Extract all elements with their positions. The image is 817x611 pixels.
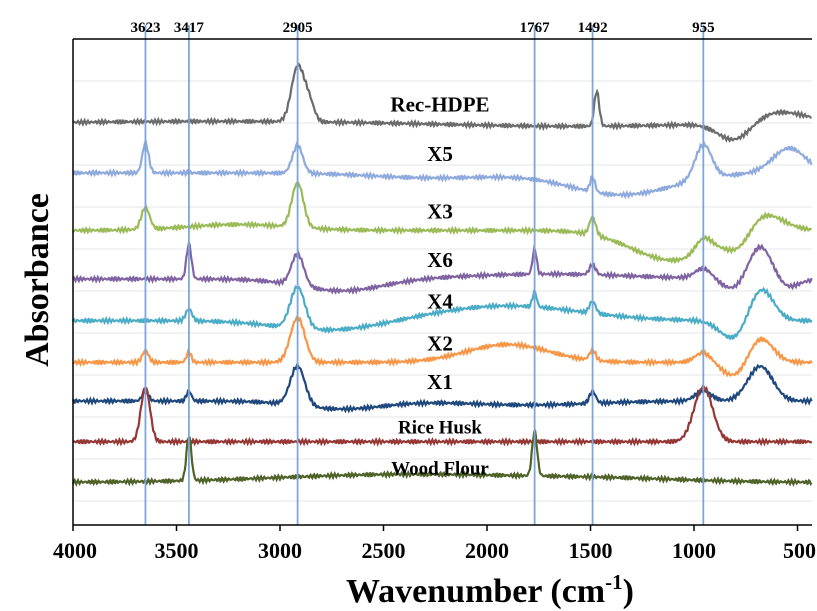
x-axis-title-main: Wavenumber (cm bbox=[346, 573, 605, 610]
spectrum-line bbox=[71, 284, 813, 341]
spectrum-line bbox=[72, 429, 813, 488]
peak-label: 3417 bbox=[174, 20, 205, 36]
x-tick-label: 3500 bbox=[155, 538, 199, 563]
x-tick-label: 3000 bbox=[258, 538, 302, 563]
peak-label: 955 bbox=[692, 20, 715, 36]
peak-label: 1492 bbox=[578, 20, 608, 36]
spectrum-line bbox=[72, 238, 813, 296]
peak-label: 2905 bbox=[283, 20, 313, 36]
spectrum-line bbox=[72, 140, 813, 200]
x-tick-label: 4000 bbox=[53, 538, 97, 563]
y-axis-title: Absorbance bbox=[19, 193, 56, 367]
x-tick-label: 2000 bbox=[465, 538, 509, 563]
spectra-lines bbox=[71, 62, 813, 488]
spectrum-line bbox=[72, 62, 812, 143]
series-label: X2 bbox=[427, 331, 453, 355]
x-tick-label: 1000 bbox=[672, 538, 716, 563]
series-label: Rec-HDPE bbox=[390, 92, 489, 116]
series-label: X6 bbox=[427, 248, 453, 272]
x-tick-label: 500 bbox=[783, 538, 816, 563]
plot-frame bbox=[72, 38, 812, 526]
x-axis-title-superscript: -1 bbox=[605, 570, 623, 594]
series-label: Rice Husk bbox=[398, 418, 482, 439]
peak-labels: 3623 3417 2905 1767 1492 955 bbox=[130, 20, 714, 36]
series-label: X1 bbox=[427, 370, 453, 394]
x-tick-label: 2500 bbox=[362, 538, 406, 563]
x-tick-label: 1500 bbox=[569, 538, 613, 563]
x-axis-title-end: ) bbox=[623, 573, 634, 610]
series-label: X5 bbox=[427, 142, 453, 166]
peak-label: 1767 bbox=[520, 20, 551, 36]
series-label: X4 bbox=[427, 290, 453, 314]
spectrum-line bbox=[72, 314, 813, 378]
peak-marker-lines bbox=[144, 25, 705, 525]
series-label: X3 bbox=[427, 199, 453, 223]
series-label: Wood Flour bbox=[391, 458, 489, 479]
spectrum-line bbox=[72, 180, 813, 265]
x-axis-ticks: 4000 3500 3000 2500 2000 1500 1000 500 bbox=[53, 525, 816, 563]
series-labels: Rec-HDPE X5 X3 X6 X4 X2 X1 Rice Husk Wood Flour bbox=[390, 92, 489, 479]
peak-label: 3623 bbox=[130, 20, 160, 36]
spectrum-line bbox=[72, 383, 813, 447]
spectrum-line bbox=[71, 361, 813, 414]
x-axis-title: Wavenumber (cm-1) bbox=[346, 570, 634, 610]
